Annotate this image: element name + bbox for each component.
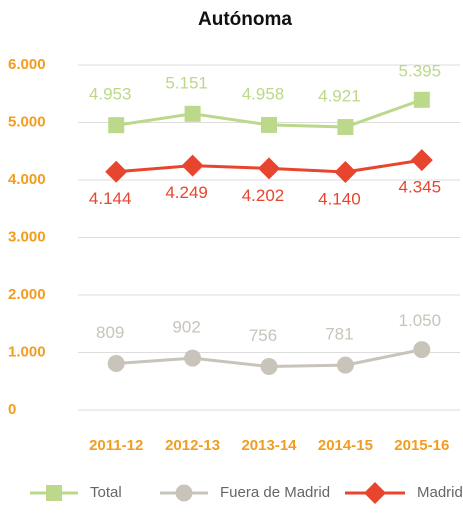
legend-label: Total <box>90 484 122 501</box>
x-tick-label: 2015-16 <box>394 437 449 454</box>
data-label: 5.395 <box>399 61 442 80</box>
data-point <box>258 157 280 180</box>
data-label: 4.144 <box>89 189 132 208</box>
x-tick-label: 2013-14 <box>241 437 297 454</box>
data-label: 4.140 <box>318 189 361 208</box>
data-point <box>107 354 125 372</box>
y-tick-label: 0 <box>8 401 16 418</box>
data-point <box>108 117 125 134</box>
data-point <box>105 160 128 183</box>
data-label: 4.953 <box>89 85 132 104</box>
data-point <box>336 356 354 374</box>
data-point <box>334 160 357 183</box>
y-tick-label: 3.000 <box>8 228 46 245</box>
legend-marker <box>364 482 386 504</box>
data-label: 4.921 <box>318 87 361 106</box>
legend-marker <box>46 485 62 501</box>
data-label: 809 <box>96 323 124 342</box>
data-point <box>261 116 277 133</box>
data-label: 5.151 <box>165 73 208 92</box>
y-tick-label: 1.000 <box>8 343 46 360</box>
chart-title: Autónoma <box>198 9 292 30</box>
data-label: 4.958 <box>242 84 285 103</box>
data-point <box>413 91 430 108</box>
x-tick-label: 2012-13 <box>165 437 220 454</box>
data-point <box>184 105 201 122</box>
data-label: 4.202 <box>242 186 285 205</box>
data-point <box>181 154 204 177</box>
data-point <box>410 149 433 172</box>
data-point <box>413 341 431 359</box>
data-label: 4.345 <box>399 178 442 197</box>
data-label: 756 <box>249 326 277 345</box>
x-tick-label: 2011-12 <box>89 437 143 454</box>
data-label: 4.249 <box>165 183 208 202</box>
legend-label: Madrid <box>417 484 463 501</box>
legend-marker <box>175 484 193 502</box>
y-tick-label: 5.000 <box>8 113 46 130</box>
data-point <box>260 358 278 376</box>
data-point <box>184 349 202 367</box>
x-tick-label: 2014-15 <box>318 437 373 454</box>
data-point <box>337 119 354 136</box>
data-label: 1.050 <box>399 311 442 330</box>
data-label: 781 <box>325 325 353 344</box>
y-tick-label: 2.000 <box>8 286 46 303</box>
y-tick-label: 6.000 <box>8 56 46 73</box>
legend-label: Fuera de Madrid <box>220 484 330 501</box>
data-label: 902 <box>172 318 200 337</box>
y-tick-label: 4.000 <box>8 171 46 188</box>
